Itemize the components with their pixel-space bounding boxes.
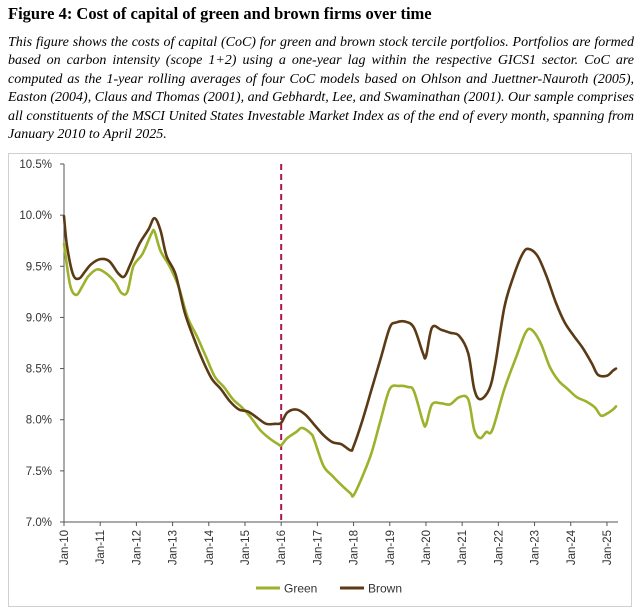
x-tick-label: Jan-22: [493, 530, 505, 565]
series-line-brown: [62, 214, 618, 452]
x-tick-label: Jan-24: [566, 529, 578, 565]
y-tick-label: 9.5%: [26, 261, 52, 273]
legend-label-brown: Brown: [368, 582, 402, 596]
x-tick-label: Jan-16: [276, 530, 288, 565]
y-tick-label: 10.5%: [19, 159, 52, 171]
y-tick-label: 8.5%: [26, 364, 52, 376]
x-tick-label: Jan-11: [95, 530, 107, 564]
y-tick-label: 9.0%: [26, 312, 52, 324]
x-tick-label: Jan-21: [457, 530, 469, 565]
x-tick-label: Jan-23: [530, 530, 542, 565]
y-tick-label: 7.5%: [26, 466, 52, 478]
x-tick-label: Jan-18: [349, 530, 361, 565]
chart-frame: [8, 153, 632, 607]
legend-label-green: Green: [284, 582, 317, 596]
x-tick-label: Jan-13: [168, 530, 180, 565]
x-tick-label: Jan-14: [204, 529, 216, 565]
x-tick-label: Jan-15: [240, 530, 252, 565]
x-tick-label: Jan-17: [312, 530, 324, 565]
y-tick-label: 7.0%: [26, 517, 52, 529]
x-tick-label: Jan-10: [59, 530, 71, 565]
y-tick-label: 10.0%: [19, 210, 52, 222]
x-tick-label: Jan-20: [421, 530, 433, 565]
x-tick-label: Jan-25: [602, 530, 614, 565]
figure-title: Figure 4: Cost of capital of green and b…: [8, 4, 432, 23]
y-tick-label: 8.0%: [26, 415, 52, 427]
x-tick-label: Jan-12: [131, 530, 143, 565]
series-line-green: [62, 228, 618, 498]
figure-caption: This figure shows the costs of capital (…: [8, 35, 634, 143]
x-tick-label: Jan-19: [385, 530, 397, 565]
